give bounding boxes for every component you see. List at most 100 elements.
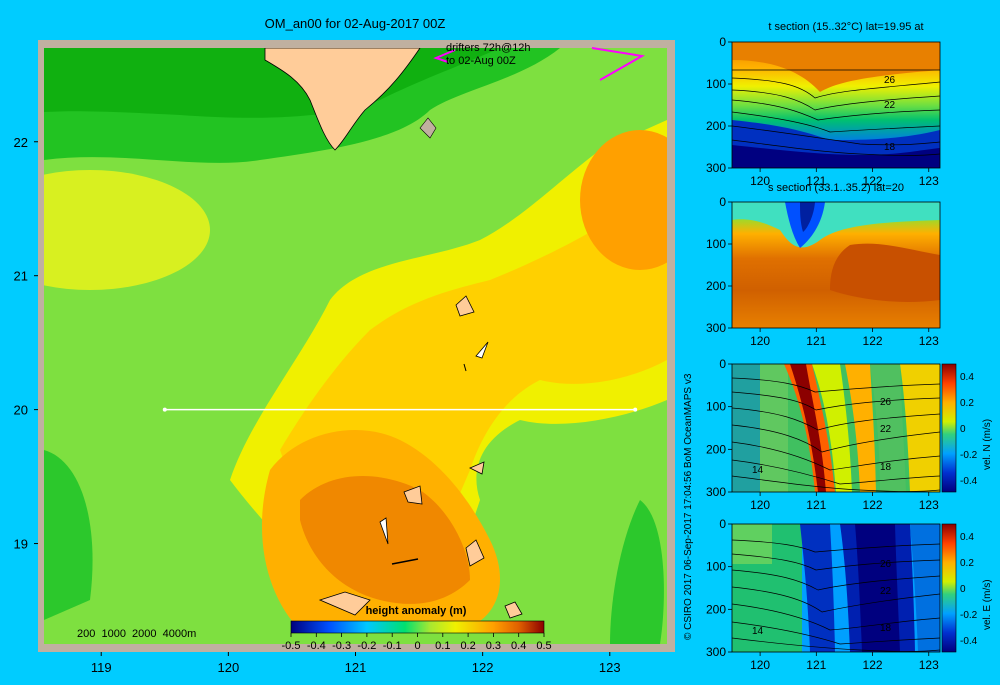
section-panel-axes: 120 121 122 123 0 100 200 300 120 121 122 123 0 100 20… — [706, 35, 939, 672]
land-taiwan — [264, 48, 421, 151]
panel-3-frame — [731, 363, 941, 493]
panel-4-frame — [731, 523, 941, 653]
velocity-colorbar-tick-label: -0.2 — [960, 450, 978, 461]
panel-x-tick-label: 121 — [806, 174, 826, 188]
panel-2-title: s section (33.1..35.2) lat=20 — [768, 182, 904, 194]
contour-label: 22 — [880, 586, 892, 597]
panel-y-tick-label: 100 — [706, 400, 726, 414]
panel-y-tick-label: 100 — [706, 77, 726, 91]
colorbar-ticks: -0.5 -0.4 -0.3 -0.2 -0.1 0 0.1 0.2 0.3 0.4 0.5 — [282, 633, 552, 652]
salinity-section — [732, 202, 940, 328]
panel-y-tick-label: 300 — [706, 645, 726, 659]
velocity-colorbar-tick-label: 0.4 — [960, 532, 974, 543]
velocity-colorbar-tick-label: 0.4 — [960, 372, 974, 383]
east-orange-eddy — [580, 130, 667, 270]
east-velocity-label: vel. E (m/s) — [982, 579, 993, 630]
north-velocity-colorbar — [941, 363, 957, 493]
x-tick-label: 120 — [218, 660, 240, 675]
colorbar-tick-label: -0.5 — [282, 640, 301, 652]
velocity-colorbar-tick-label: -0.4 — [960, 636, 978, 647]
north-velocity-section — [732, 364, 940, 492]
colorbar-tick-label: -0.4 — [307, 640, 326, 652]
colorbar-tick-label: 0.1 — [435, 640, 450, 652]
east-velocity-colorbar-ticks: 0.4 0.2 0 -0.2 -0.4 — [960, 532, 978, 647]
colorbar-tick-label: -0.2 — [357, 640, 376, 652]
main-title: OM_an00 for 02-Aug-2017 00Z — [265, 16, 446, 31]
panel-y-tick-label: 300 — [706, 161, 726, 175]
panel-x-tick-label: 121 — [806, 658, 826, 672]
panel-y-tick-label: 100 — [706, 560, 726, 574]
colorbar-tick-label: 0 — [414, 640, 420, 652]
height-anomaly-field — [44, 48, 667, 644]
panel-x-tick-label: 122 — [863, 334, 883, 348]
y-tick-label: 21 — [14, 269, 28, 284]
y-tick-label: 20 — [14, 403, 28, 418]
colorbar-tick-label: 0.4 — [511, 640, 526, 652]
panel-1-title: t section (15..32°C) lat=19.95 at — [768, 21, 923, 33]
north-velocity-colorbar-ticks: 0.4 0.2 0 -0.2 -0.4 — [960, 372, 978, 487]
velocity-colorbar-tick-label: 0.2 — [960, 398, 974, 409]
velocity-colorbar-tick-label: -0.4 — [960, 476, 978, 487]
drifter-annotation: drifters 72h@12h — [446, 42, 531, 54]
contour-label: 18 — [880, 623, 892, 634]
panel-x-tick-label: 120 — [750, 498, 770, 512]
panel-y-tick-label: 200 — [706, 602, 726, 616]
west-yellow-region — [44, 170, 210, 290]
contour-label: 14 — [752, 626, 764, 637]
colorbar-tick-label: 0.3 — [486, 640, 501, 652]
panel-y-tick-label: 300 — [706, 321, 726, 335]
colorbar — [290, 620, 545, 634]
drifter-annotation-2: to 02-Aug 00Z — [446, 55, 516, 67]
panel-y-tick-label: 200 — [706, 119, 726, 133]
panel-2-frame — [731, 201, 941, 329]
panel-x-tick-label: 123 — [919, 174, 939, 188]
contour-label: 26 — [880, 559, 892, 570]
colorbar-tick-label: 0.2 — [460, 640, 475, 652]
east-velocity-colorbar — [941, 523, 957, 653]
contour-label: 18 — [884, 142, 896, 153]
contour-label: 26 — [884, 75, 896, 86]
north-velocity-label: vel. N (m/s) — [982, 419, 993, 470]
x-tick-label: 121 — [345, 660, 367, 675]
colorbar-tick-label: 0.5 — [536, 640, 551, 652]
panel-y-tick-label: 200 — [706, 442, 726, 456]
section-line-start — [162, 407, 167, 412]
credit-text: © CSIRO 2017 06-Sep-2017 17:04:56 BoM Oc… — [683, 373, 694, 640]
panel-x-tick-label: 123 — [919, 334, 939, 348]
velocity-colorbar-tick-label: 0 — [960, 424, 966, 435]
panel-x-tick-label: 120 — [750, 658, 770, 672]
main-y-axis: 19 20 21 22 — [14, 135, 38, 552]
colorbar-tick-label: -0.3 — [332, 640, 351, 652]
panel-y-tick-label: 0 — [719, 35, 726, 49]
panel-y-tick-label: 300 — [706, 485, 726, 499]
velocity-colorbar-tick-label: 0.2 — [960, 558, 974, 569]
panel-x-tick-label: 121 — [806, 498, 826, 512]
velocity-colorbar-tick-label: 0 — [960, 584, 966, 595]
contour-label: 26 — [880, 397, 892, 408]
east-velocity-section — [732, 524, 940, 652]
panel-x-tick-label: 122 — [863, 658, 883, 672]
velocity-colorbar-tick-label: -0.2 — [960, 610, 978, 621]
panel-y-tick-label: 0 — [719, 195, 726, 209]
panel-x-tick-label: 122 — [863, 498, 883, 512]
panel-y-tick-label: 100 — [706, 237, 726, 251]
contour-label: 22 — [884, 100, 896, 111]
main-x-axis: 119 120 121 122 123 — [91, 652, 621, 675]
x-tick-label: 122 — [472, 660, 494, 675]
y-tick-label: 19 — [14, 537, 28, 552]
panel-y-tick-label: 200 — [706, 279, 726, 293]
bathymetry-legend: 200 1000 2000 4000m — [77, 628, 196, 640]
contour-label: 14 — [752, 465, 764, 476]
panel-y-tick-label: 0 — [719, 357, 726, 371]
x-tick-label: 119 — [91, 660, 112, 675]
colorbar-label: height anomaly (m) — [366, 605, 467, 617]
panel-x-tick-label: 122 — [863, 174, 883, 188]
panel-y-tick-label: 0 — [719, 517, 726, 531]
x-tick-label: 123 — [599, 660, 621, 675]
panel-x-tick-label: 121 — [806, 334, 826, 348]
colorbar-tick-label: -0.1 — [383, 640, 402, 652]
panel-x-tick-label: 123 — [919, 498, 939, 512]
section-line-end — [633, 407, 638, 412]
